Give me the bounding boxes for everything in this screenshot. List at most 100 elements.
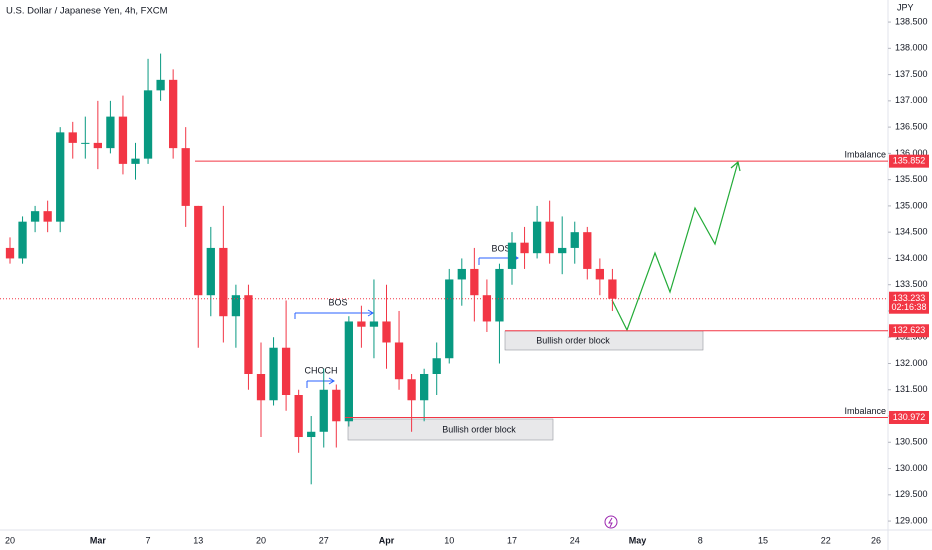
x-tick-label: 20 bbox=[5, 535, 15, 545]
x-tick-label: Apr bbox=[379, 535, 395, 545]
candle-body bbox=[570, 232, 579, 248]
x-tick-label: Mar bbox=[90, 535, 107, 545]
candle-body bbox=[457, 268, 466, 280]
level-name: Imbalance bbox=[844, 406, 886, 416]
x-tick-label: 13 bbox=[193, 535, 203, 545]
event-icon[interactable] bbox=[604, 515, 618, 529]
y-tick-label: 135.000 bbox=[895, 200, 928, 210]
candle-body bbox=[231, 295, 241, 317]
candle-body bbox=[420, 373, 429, 401]
y-tick-label: 130.500 bbox=[895, 437, 928, 447]
currency-label: JPY bbox=[897, 2, 914, 12]
y-tick-label: 137.000 bbox=[895, 95, 928, 105]
countdown-label: 02:16:38 bbox=[891, 302, 926, 312]
x-tick-label: 17 bbox=[507, 535, 517, 545]
event-icon-bolt bbox=[608, 517, 613, 528]
y-tick-label: 132.000 bbox=[895, 358, 928, 368]
y-tick-label: 138.500 bbox=[895, 16, 928, 26]
candle-body bbox=[30, 211, 40, 222]
candle-body bbox=[394, 342, 404, 380]
candle-body bbox=[332, 389, 341, 422]
projection-arrowhead bbox=[730, 160, 741, 172]
x-tick-label: 22 bbox=[821, 535, 831, 545]
candle-body bbox=[319, 389, 328, 432]
x-tick-label: 15 bbox=[758, 535, 768, 545]
bos-label: BOS bbox=[491, 243, 510, 253]
candle-body bbox=[482, 295, 492, 322]
y-tick-label: 134.500 bbox=[895, 227, 928, 237]
y-tick-label: 135.500 bbox=[895, 174, 928, 184]
x-tick-label: 8 bbox=[698, 535, 703, 545]
candle-body bbox=[407, 379, 416, 401]
bos-marker bbox=[294, 309, 374, 319]
candle-body bbox=[532, 221, 542, 254]
candle-body bbox=[470, 268, 479, 296]
candle-body bbox=[156, 79, 165, 91]
candle-body bbox=[93, 142, 102, 149]
candle-body bbox=[18, 221, 27, 259]
candle-body bbox=[106, 116, 115, 149]
candle-body bbox=[56, 132, 65, 222]
y-tick-label: 136.000 bbox=[895, 148, 928, 158]
candle-body bbox=[169, 79, 178, 149]
current-price-box bbox=[889, 291, 929, 314]
plot-layer bbox=[5, 53, 617, 485]
candle-body bbox=[507, 242, 517, 269]
x-tick-label: 27 bbox=[319, 535, 329, 545]
candle-body bbox=[445, 279, 454, 359]
y-tick-label: 138.000 bbox=[895, 43, 928, 53]
y-tick-label: 134.000 bbox=[895, 253, 928, 263]
level-price-label: 132.623 bbox=[893, 325, 926, 335]
candle-body bbox=[269, 347, 278, 401]
candle-body bbox=[432, 358, 441, 374]
order-block-label: Bullish order block bbox=[442, 424, 516, 434]
candle-body bbox=[68, 132, 77, 143]
x-tick-label: 7 bbox=[146, 535, 151, 545]
candle-body bbox=[369, 321, 379, 327]
candle-body bbox=[307, 431, 316, 438]
level-name: Imbalance bbox=[844, 150, 886, 160]
y-tick-label: 129.000 bbox=[895, 515, 928, 525]
candle-body bbox=[194, 205, 203, 296]
x-tick-label: 20 bbox=[256, 535, 266, 545]
choch-label: CHOCH bbox=[305, 365, 338, 375]
chart-title: U.S. Dollar / Japanese Yen, 4h, FXCM bbox=[6, 6, 168, 17]
candle-body bbox=[219, 247, 228, 317]
x-tick-label: May bbox=[629, 535, 647, 545]
candle-body bbox=[43, 211, 52, 222]
x-tick-label: 24 bbox=[570, 535, 580, 545]
candle-body bbox=[244, 295, 253, 374]
level-price-label: 135.852 bbox=[893, 156, 926, 166]
candle-body bbox=[382, 321, 391, 343]
candle-body bbox=[294, 395, 303, 438]
candle-body bbox=[118, 116, 128, 164]
y-tick-label: 133.500 bbox=[895, 279, 928, 289]
candle-body bbox=[181, 148, 190, 206]
candle-body bbox=[256, 373, 266, 401]
candle-body bbox=[206, 247, 215, 296]
x-tick-label: 10 bbox=[444, 535, 454, 545]
candle-body bbox=[558, 247, 567, 254]
y-tick-label: 130.000 bbox=[895, 463, 928, 473]
y-tick-label: 136.500 bbox=[895, 121, 928, 131]
candle-body bbox=[143, 90, 153, 159]
candle-body bbox=[131, 158, 140, 164]
level-price-box bbox=[889, 324, 929, 338]
bos-label: BOS bbox=[328, 297, 347, 307]
choch-marker bbox=[306, 377, 335, 388]
y-tick-label: 129.500 bbox=[895, 489, 928, 499]
candle-body bbox=[608, 279, 617, 299]
candle-body bbox=[495, 268, 504, 322]
candle-body bbox=[81, 142, 90, 144]
candle-body bbox=[583, 232, 592, 269]
level-price-box bbox=[889, 410, 929, 424]
y-tick-label: 131.500 bbox=[895, 384, 928, 394]
y-tick-label: 137.500 bbox=[895, 69, 928, 79]
order-block-label: Bullish order block bbox=[536, 335, 610, 345]
candle-body bbox=[520, 242, 529, 254]
level-price-label: 130.972 bbox=[893, 412, 926, 422]
current-price-label: 133.233 bbox=[893, 293, 926, 303]
candle-body bbox=[344, 321, 353, 422]
